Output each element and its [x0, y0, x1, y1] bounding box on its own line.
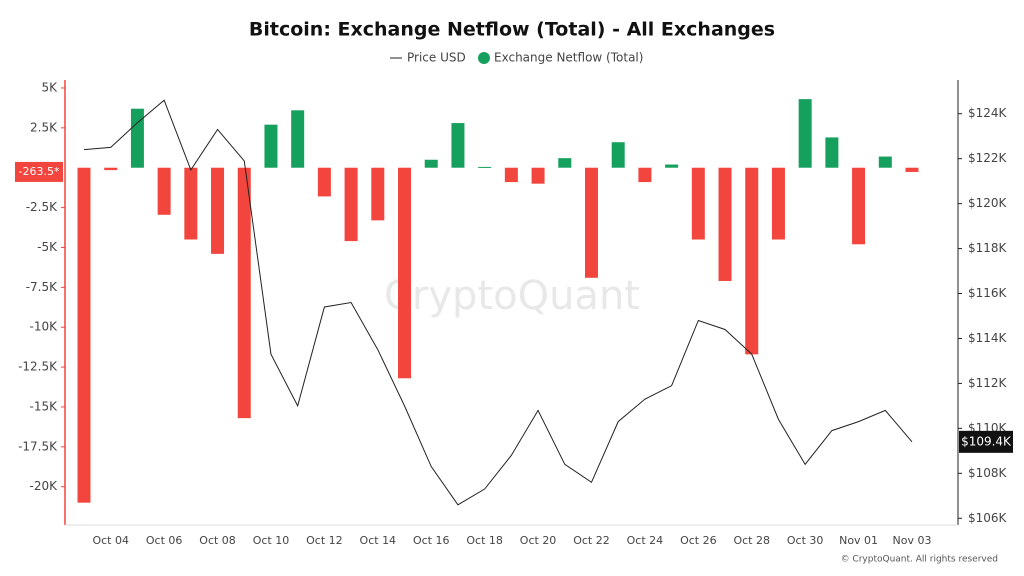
y-tick-label: -20K: [30, 479, 59, 493]
bar: [104, 167, 118, 171]
bar: [130, 108, 144, 168]
value-label: $109.4K: [961, 434, 1012, 448]
y2-tick-label: $120K: [968, 196, 1008, 210]
y2-tick-label: $122K: [968, 151, 1008, 165]
bar: [237, 167, 251, 419]
y-tick-label: -5K: [37, 240, 58, 254]
bar: [905, 167, 919, 172]
y2-tick-label: $106K: [968, 511, 1008, 525]
watermark: CryptoQuant: [384, 273, 640, 319]
y-tick-label: 2.5K: [30, 120, 58, 134]
y-tick-label: -17.5K: [18, 439, 58, 453]
value-badge: [15, 161, 63, 182]
bar: [771, 167, 785, 240]
y2-tick-label: $108K: [968, 466, 1008, 480]
y-tick-label: -7.5K: [26, 280, 58, 294]
bar: [451, 123, 465, 168]
bar: [424, 159, 438, 168]
x-tick-label: Oct 24: [627, 534, 664, 547]
bar: [584, 167, 598, 278]
bar: [317, 167, 331, 197]
value-label: -263.5*: [19, 165, 60, 178]
x-tick-label: Oct 08: [199, 534, 236, 547]
bar: [531, 167, 545, 184]
bar: [825, 137, 839, 168]
bar: [745, 167, 759, 355]
y2-tick-label: $118K: [968, 241, 1008, 255]
y2-tick-label: $116K: [968, 286, 1008, 300]
y-tick-label: 5K: [41, 80, 58, 94]
bar: [344, 167, 358, 242]
x-tick-label: Oct 26: [680, 534, 717, 547]
x-tick-label: Oct 14: [360, 534, 397, 547]
bar: [77, 167, 91, 503]
x-tick-label: Oct 28: [733, 534, 770, 547]
bar: [371, 167, 385, 221]
x-tick-label: Oct 06: [146, 534, 183, 547]
bar: [157, 167, 171, 215]
bar: [291, 110, 305, 168]
x-tick-label: Oct 20: [520, 534, 557, 547]
x-tick-label: Oct 22: [573, 534, 610, 547]
bar: [558, 158, 572, 168]
chart-title: Bitcoin: Exchange Netflow (Total) - All …: [249, 19, 775, 41]
bar: [398, 167, 412, 379]
bar: [878, 156, 892, 168]
x-tick-label: Oct 10: [253, 534, 290, 547]
value-badge: [959, 430, 1013, 453]
bar: [478, 166, 492, 168]
x-tick-label: Nov 03: [893, 534, 932, 547]
x-tick-label: Oct 18: [466, 534, 503, 547]
x-tick-label: Oct 16: [413, 534, 450, 547]
bar: [184, 167, 198, 240]
y-tick-label: -2.5K: [26, 200, 58, 214]
x-tick-label: Nov 01: [839, 534, 878, 547]
y-tick-label: -10K: [30, 320, 59, 334]
x-tick-label: Oct 30: [787, 534, 824, 547]
footer: © CryptoQuant. All rights reserved: [841, 555, 998, 565]
bar: [798, 99, 812, 168]
bar: [691, 167, 705, 240]
bar: [611, 142, 625, 168]
bar: [665, 164, 679, 168]
bar: [718, 167, 732, 281]
y2-tick-label: $114K: [968, 331, 1008, 345]
x-tick-label: Oct 04: [92, 534, 129, 547]
y-tick-label: -12.5K: [18, 360, 58, 374]
price-line: [83, 99, 913, 506]
x-tick-label: Oct 12: [306, 534, 343, 547]
bar: [504, 167, 518, 183]
y-tick-label: -15K: [30, 399, 59, 413]
y2-tick-label: $112K: [968, 376, 1008, 390]
legend-label: Price USD: [407, 51, 466, 65]
legend-label: Exchange Netflow (Total): [494, 51, 643, 65]
bar: [264, 124, 278, 168]
bar: [852, 167, 866, 245]
y2-tick-label: $124K: [968, 106, 1008, 120]
legend-dot: [478, 52, 490, 64]
bar: [638, 167, 652, 183]
bar: [211, 167, 225, 254]
